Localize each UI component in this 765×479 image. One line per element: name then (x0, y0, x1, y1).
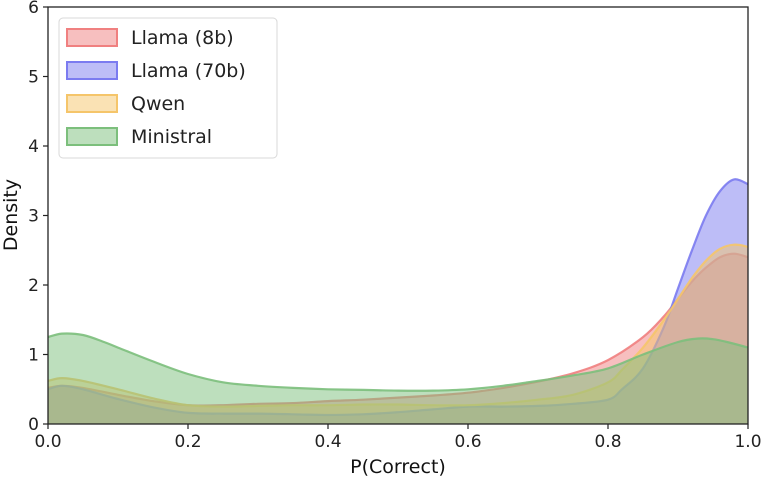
legend-box (58, 17, 278, 159)
y-axis-label: Density (0, 179, 22, 251)
y-tick-label: 6 (28, 0, 39, 18)
legend-label-qwen: Qwen (131, 93, 185, 115)
legend-swatch-ministral (66, 127, 118, 146)
x-tick-label: 0.2 (174, 432, 201, 452)
y-tick-label: 5 (28, 68, 39, 88)
y-tick-label: 1 (28, 346, 39, 366)
legend-label-llama-70b: Llama (70b) (131, 60, 246, 82)
x-axis-label: P(Correct) (350, 456, 446, 478)
x-tick-label: 1.0 (734, 432, 761, 452)
x-tick-label: 0.4 (314, 432, 341, 452)
legend-swatch-llama-70b (66, 61, 118, 80)
x-tick-label: 0.6 (454, 432, 481, 452)
legend-label-llama-8b: Llama (8b) (131, 27, 234, 49)
legend: Llama (8b) Llama (70b) Qwen Ministral (58, 17, 278, 159)
y-tick-label: 4 (28, 137, 39, 157)
x-tick-label: 0.8 (594, 432, 621, 452)
x-tick-label: 0.0 (34, 432, 61, 452)
legend-label-ministral: Ministral (131, 126, 212, 148)
legend-swatch-llama-8b (66, 28, 118, 47)
legend-swatch-qwen (66, 94, 118, 113)
density-area-ministral (48, 333, 748, 424)
y-tick-label: 0 (28, 415, 39, 435)
density-line-ministral (47, 332, 749, 392)
y-tick-label: 2 (28, 276, 39, 296)
series-layer (47, 178, 749, 424)
ticks-layer: 0.0 0.2 0.4 0.6 0.8 1.0 0 1 2 3 4 5 6 (28, 0, 761, 452)
y-tick-label: 3 (28, 207, 39, 227)
